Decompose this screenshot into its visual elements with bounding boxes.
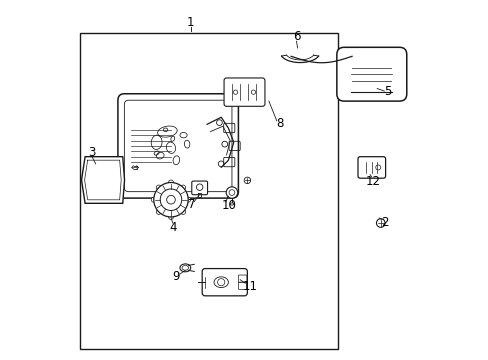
Circle shape: [168, 215, 173, 220]
Text: 10: 10: [221, 199, 236, 212]
Polygon shape: [81, 157, 124, 203]
FancyBboxPatch shape: [357, 157, 385, 178]
Ellipse shape: [180, 264, 190, 272]
Ellipse shape: [230, 203, 233, 205]
Circle shape: [151, 197, 156, 202]
Text: 4: 4: [169, 221, 176, 234]
Text: 7: 7: [187, 198, 195, 211]
Text: 3: 3: [88, 145, 96, 158]
Circle shape: [180, 185, 185, 190]
Circle shape: [185, 197, 190, 202]
Circle shape: [156, 185, 161, 190]
FancyBboxPatch shape: [336, 47, 406, 101]
Bar: [80, 33, 337, 348]
Circle shape: [156, 210, 161, 215]
Text: 6: 6: [292, 30, 300, 43]
FancyBboxPatch shape: [118, 94, 238, 198]
Text: 12: 12: [365, 175, 380, 188]
Text: 5: 5: [384, 85, 391, 98]
Text: 8: 8: [275, 117, 283, 130]
Circle shape: [160, 189, 182, 211]
Circle shape: [376, 219, 384, 227]
Circle shape: [226, 187, 237, 198]
Text: 9: 9: [172, 270, 179, 283]
Circle shape: [153, 183, 188, 217]
FancyBboxPatch shape: [202, 269, 247, 296]
Text: 1: 1: [186, 16, 194, 29]
Text: 11: 11: [242, 280, 257, 293]
FancyBboxPatch shape: [224, 78, 264, 106]
Circle shape: [168, 180, 173, 185]
FancyBboxPatch shape: [191, 181, 207, 195]
Circle shape: [180, 210, 185, 215]
Text: 2: 2: [381, 216, 388, 229]
